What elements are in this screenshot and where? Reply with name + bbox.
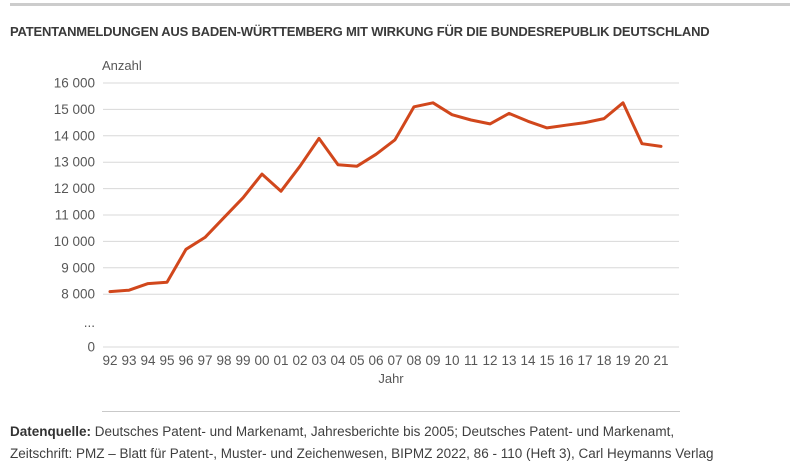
x-tick-label: 10 — [444, 353, 459, 368]
y-tick-label: 16 000 — [54, 76, 95, 91]
x-tick-label: 17 — [577, 353, 592, 368]
y-tick-label: 9 000 — [61, 260, 95, 275]
y-axis-title: Anzahl — [102, 58, 142, 73]
data-source-line1: Deutsches Patent- und Markenamt, Jahresb… — [91, 424, 675, 439]
y-tick-label: 10 000 — [54, 234, 95, 249]
x-tick-label: 07 — [387, 353, 402, 368]
x-tick-label: 97 — [197, 353, 212, 368]
x-tick-label: 04 — [330, 353, 346, 368]
y-tick-label: 8 000 — [61, 287, 95, 302]
x-tick-label: 99 — [235, 353, 250, 368]
y-tick-label-zero: 0 — [87, 340, 95, 355]
y-tick-label: 13 000 — [54, 155, 95, 170]
y-tick-label: 11 000 — [55, 208, 95, 223]
x-tick-label: 14 — [520, 353, 536, 368]
x-tick-label: 03 — [311, 353, 326, 368]
x-axis-title: Jahr — [378, 371, 404, 386]
y-tick-label: 12 000 — [54, 181, 95, 196]
chart-bottom-divider — [102, 411, 680, 412]
chart-title: PATENTANMELDUNGEN AUS BADEN-WÜRTTEMBERG … — [10, 24, 710, 39]
x-tick-label: 94 — [140, 353, 156, 368]
x-tick-label: 02 — [292, 353, 307, 368]
x-tick-label: 92 — [102, 353, 117, 368]
x-tick-label: 01 — [273, 353, 288, 368]
data-line — [108, 101, 663, 294]
x-tick-label: 93 — [121, 353, 136, 368]
data-source-line2: Zeitschrift: PMZ – Blatt für Patent-, Mu… — [10, 446, 714, 461]
y-tick-label: 15 000 — [54, 102, 95, 117]
x-tick-label: 09 — [425, 353, 440, 368]
x-tick-label: 21 — [653, 353, 668, 368]
x-tick-label: 19 — [615, 353, 630, 368]
data-source-note: Datenquelle: Deutsches Patent- und Marke… — [10, 421, 790, 465]
x-tick-label: 06 — [368, 353, 383, 368]
x-tick-label: 08 — [406, 353, 421, 368]
x-tick-label: 98 — [216, 353, 231, 368]
x-tick-label: 15 — [539, 353, 554, 368]
x-tick-label: 13 — [501, 353, 516, 368]
axis-break-label: ... — [84, 315, 95, 330]
x-tick-label: 11 — [464, 353, 478, 368]
x-tick-label: 18 — [596, 353, 611, 368]
x-tick-label: 16 — [558, 353, 573, 368]
x-tick-label: 96 — [178, 353, 193, 368]
x-tick-label: 00 — [254, 353, 269, 368]
y-tick-label: 14 000 — [54, 128, 95, 143]
x-tick-label: 12 — [482, 353, 497, 368]
data-source-label: Datenquelle: — [10, 424, 92, 439]
x-tick-label: 20 — [634, 353, 649, 368]
x-tick-label: 05 — [349, 353, 364, 368]
x-tick-label: 95 — [159, 353, 174, 368]
top-divider — [10, 3, 790, 6]
